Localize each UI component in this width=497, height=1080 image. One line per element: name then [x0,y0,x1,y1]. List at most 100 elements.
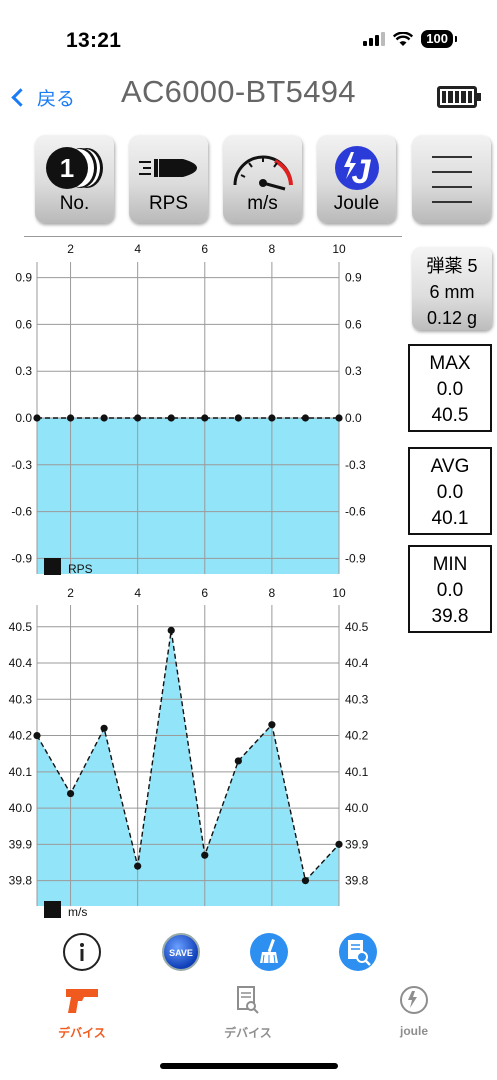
rps-button-label: RPS [148,193,189,214]
menu-icon [431,156,472,203]
data-point [268,414,276,422]
svg-text:1: 1 [59,153,73,183]
y-tick-label-right: -0.9 [345,551,366,565]
y-tick-label-left: -0.9 [11,551,32,565]
history-button[interactable] [339,933,377,971]
min-stat-box: MIN 0.0 39.8 [408,545,492,633]
data-point [335,840,343,848]
data-point [66,789,75,798]
min-rps-value: 0.0 [436,580,464,601]
y-tick-label-left: 39.8 [9,874,33,888]
tab-history[interactable]: デバイス [203,985,293,1041]
count-button-label: No. [59,193,90,214]
ammo-caliber: 6 mm [429,282,475,302]
min-label: MIN [432,554,468,575]
pistol-icon [66,989,98,1013]
toolbar-divider [24,236,402,237]
y-tick-label-left: 40.1 [9,765,33,779]
y-tick-label-right: -0.6 [345,505,366,519]
data-point [100,414,108,422]
y-tick-label-left: 40.3 [9,692,33,706]
info-button[interactable] [63,933,101,971]
tab-joule[interactable]: joule [369,985,459,1038]
legend-swatch [44,901,61,918]
back-button[interactable]: 戻る [10,84,75,111]
y-tick-label-left: 0.0 [15,411,32,425]
data-point [234,414,242,422]
data-point [201,414,209,422]
tab-history-label: デバイス [224,1026,272,1040]
tab-device[interactable]: デバイス [37,985,127,1041]
y-tick-label-left: 0.6 [15,317,32,331]
tab-device-label: デバイス [58,1026,106,1040]
series-line [36,630,340,883]
menu-button[interactable] [412,135,491,223]
battery-status: 100 [421,30,457,48]
joule-button[interactable]: J Joule [317,135,396,223]
y-tick-label-right: 40.2 [345,729,369,743]
y-tick-label-right: 40.1 [345,765,369,779]
data-point [335,414,343,422]
page-title: AC6000-BT5494 [121,74,356,109]
data-point [134,862,142,870]
data-point [167,626,175,634]
data-point [167,414,175,422]
y-tick-label-left: -0.6 [11,505,32,519]
y-tick-label-right: 0.6 [345,317,362,331]
data-point [301,414,310,422]
y-tick-label-left: -0.3 [11,458,32,472]
avg-rps-value: 0.0 [436,482,464,503]
x-tick-label: 6 [201,586,208,600]
joule-button-label: Joule [333,193,380,214]
y-tick-label-right: 40.4 [345,656,369,670]
count-button[interactable]: 1 No. [35,135,114,223]
x-tick-label: 4 [134,242,141,256]
joule-icon [400,986,428,1014]
max-rps-value: 0.0 [436,379,464,400]
max-velocity-value: 40.5 [431,405,469,426]
ammo-settings-button[interactable]: 弾薬 5 6 mm 0.12 g [412,247,492,330]
x-tick-label: 10 [332,242,346,256]
y-tick-label-left: 39.9 [9,837,33,851]
velocity-chart: 2 4 6 8 10 40.5 40.5 40.4 40.4 40.3 40.3 40.2 40.2 40… [9,586,369,919]
back-label: 戻る [37,89,76,110]
x-tick-label: 8 [269,586,276,600]
data-point [66,414,75,422]
x-tick-label: 10 [332,586,346,600]
save-label: SAVE [169,948,193,958]
clear-button[interactable] [250,933,288,971]
min-velocity-value: 39.8 [431,606,469,627]
data-point [201,851,209,859]
y-tick-label-right: 0.0 [345,411,362,425]
data-point [33,414,41,422]
status-time: 13:21 [66,29,122,52]
chevron-left-icon [11,88,30,107]
svg-text:J: J [351,153,371,191]
save-icon: SAVE [169,948,193,958]
y-tick-label-left: 40.2 [9,729,33,743]
y-tick-label-right: 40.3 [345,692,369,706]
y-tick-label-left: 0.9 [15,271,32,285]
y-tick-label-left: 40.4 [9,656,33,670]
chart-area-fill [37,630,339,906]
x-tick-label: 2 [67,586,74,600]
joule-icon: J [334,146,379,191]
y-tick-label-left: 0.3 [15,364,32,378]
y-tick-label-left: 40.5 [9,620,33,634]
x-tick-label: 6 [201,242,208,256]
save-button[interactable]: SAVE [162,933,200,971]
rps-button[interactable]: RPS [129,135,208,223]
x-tick-label: 2 [67,242,74,256]
broom-icon [260,939,278,964]
status-icons: 100 [363,30,457,48]
y-tick-label-right: 40.0 [345,801,369,815]
x-tick-label: 4 [134,586,141,600]
velocity-button-label: m/s [247,193,278,214]
y-tick-label-right: -0.3 [345,458,366,472]
bullet-icon [138,159,197,177]
y-tick-label-right: 40.5 [345,620,369,634]
y-tick-label-right: 39.9 [345,837,369,851]
data-point [33,731,41,740]
document-search-icon [237,986,259,1014]
velocity-button[interactable]: m/s [223,135,302,223]
